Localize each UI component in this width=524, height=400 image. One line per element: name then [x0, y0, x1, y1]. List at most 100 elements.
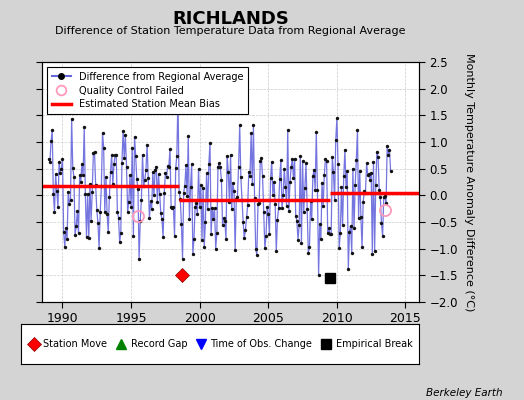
- Point: [271, 200, 279, 207]
- Point: [143, 141, 151, 148]
- Point: [313, 187, 322, 194]
- Point: [150, 192, 158, 198]
- Point: [264, 211, 272, 218]
- Point: [235, 122, 244, 128]
- Point: [194, 166, 203, 172]
- Point: [280, 166, 289, 172]
- Point: [332, 137, 340, 143]
- Point: [78, 161, 86, 168]
- Point: [310, 167, 318, 173]
- Point: [260, 245, 269, 252]
- Point: [377, 220, 386, 226]
- Point: [305, 244, 314, 250]
- Point: [383, 143, 391, 150]
- Point: [153, 199, 161, 205]
- Point: [265, 230, 274, 237]
- Point: [203, 206, 212, 212]
- Point: [279, 192, 287, 198]
- Point: [331, 197, 339, 203]
- Point: [312, 129, 321, 135]
- Point: [119, 128, 127, 134]
- Point: [304, 250, 312, 256]
- Point: [144, 175, 152, 181]
- Point: [318, 180, 326, 186]
- Point: [241, 227, 249, 233]
- Point: [124, 209, 132, 215]
- Point: [45, 156, 53, 162]
- Point: [160, 189, 168, 196]
- Point: [247, 130, 255, 136]
- Point: [156, 191, 164, 198]
- Point: [374, 154, 382, 160]
- Point: [128, 145, 136, 151]
- Point: [59, 229, 68, 236]
- Point: [341, 147, 349, 154]
- Point: [245, 168, 253, 175]
- Point: [234, 164, 243, 170]
- Point: [114, 214, 123, 221]
- Point: [142, 167, 150, 173]
- Point: [289, 175, 298, 182]
- Point: [339, 222, 347, 228]
- Point: [110, 161, 118, 168]
- Point: [298, 158, 307, 164]
- Point: [145, 215, 154, 222]
- Point: [46, 159, 54, 165]
- Point: [196, 182, 205, 188]
- Point: [228, 180, 237, 186]
- Point: [169, 204, 178, 210]
- Point: [363, 160, 371, 166]
- Point: [230, 188, 238, 194]
- Point: [47, 138, 55, 144]
- Point: [379, 194, 388, 200]
- Point: [147, 206, 156, 212]
- Point: [106, 169, 115, 175]
- Point: [136, 218, 145, 224]
- Point: [105, 193, 114, 200]
- Point: [358, 244, 366, 250]
- Point: [326, 231, 334, 237]
- Point: [174, 93, 182, 100]
- Point: [322, 158, 331, 164]
- Point: [176, 196, 184, 202]
- Point: [249, 122, 258, 128]
- Point: [165, 164, 173, 170]
- Point: [49, 191, 58, 197]
- Point: [75, 172, 84, 178]
- Point: [342, 184, 350, 190]
- Point: [278, 205, 286, 212]
- Point: [80, 124, 89, 130]
- Point: [74, 230, 83, 236]
- Point: [314, 272, 323, 278]
- Point: [297, 240, 305, 247]
- Point: [239, 218, 247, 225]
- Point: [319, 203, 328, 209]
- Point: [309, 173, 317, 179]
- Point: [294, 236, 302, 243]
- Point: [348, 166, 357, 172]
- Point: [303, 206, 311, 212]
- Point: [83, 191, 92, 197]
- Point: [365, 171, 373, 178]
- Point: [361, 190, 369, 196]
- Point: [336, 230, 344, 236]
- Point: [360, 188, 368, 194]
- Point: [56, 169, 64, 176]
- Point: [343, 168, 352, 174]
- Point: [369, 159, 378, 165]
- Point: [291, 212, 300, 219]
- Point: [370, 248, 379, 254]
- Point: [255, 200, 264, 206]
- Point: [168, 205, 177, 211]
- Point: [65, 200, 73, 207]
- Point: [201, 218, 210, 225]
- Point: [192, 200, 201, 206]
- Point: [177, 221, 185, 227]
- Point: [167, 204, 176, 210]
- Point: [96, 209, 104, 216]
- Point: [329, 169, 337, 176]
- Point: [347, 250, 356, 256]
- Point: [240, 235, 248, 242]
- Point: [54, 204, 62, 211]
- Point: [102, 174, 110, 180]
